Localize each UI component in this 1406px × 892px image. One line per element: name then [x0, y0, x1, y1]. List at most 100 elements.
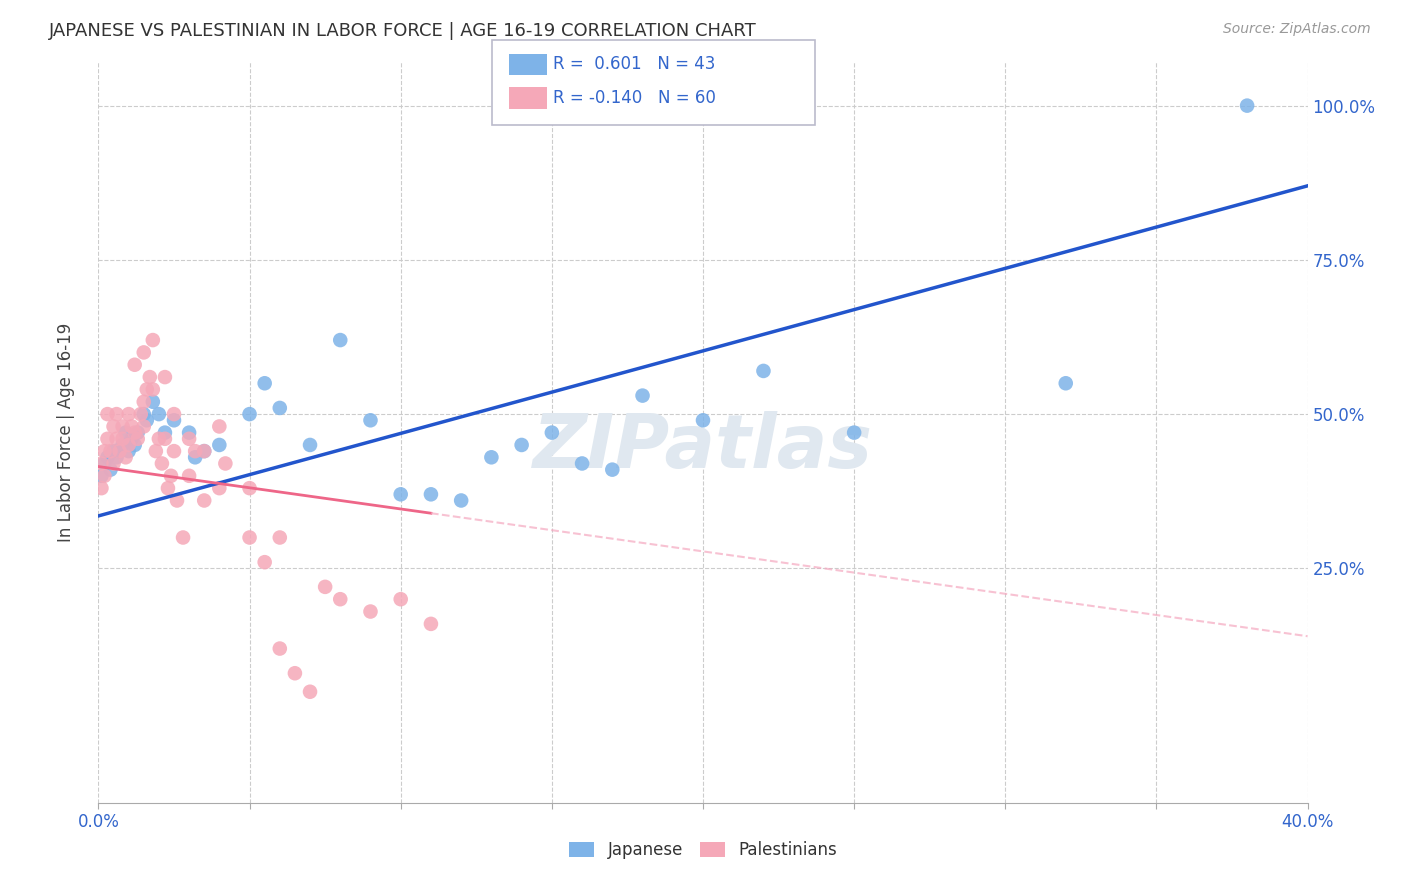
Point: [90, 481, 112, 495]
Point: [96, 450, 118, 465]
Point: [163, 407, 186, 421]
Point: [93, 457, 115, 471]
Point: [132, 394, 155, 409]
Point: [239, 481, 262, 495]
Point: [163, 413, 186, 427]
Point: [166, 493, 188, 508]
Point: [114, 425, 136, 440]
Point: [692, 413, 714, 427]
Point: [631, 389, 654, 403]
Point: [160, 468, 183, 483]
Point: [148, 407, 170, 421]
Point: [184, 444, 207, 458]
Point: [179, 468, 201, 483]
Point: [142, 394, 165, 409]
Point: [105, 407, 128, 421]
Legend: Japanese, Palestinians: Japanese, Palestinians: [562, 834, 844, 866]
Point: [103, 444, 125, 458]
Point: [844, 425, 866, 440]
Point: [90, 468, 112, 483]
Y-axis label: In Labor Force | Age 16-19: In Labor Force | Age 16-19: [56, 323, 75, 542]
Point: [153, 370, 176, 384]
Point: [179, 432, 201, 446]
Point: [132, 419, 155, 434]
Point: [360, 605, 382, 619]
Point: [127, 432, 149, 446]
Point: [121, 432, 143, 446]
Point: [253, 376, 276, 391]
Point: [269, 531, 291, 545]
Point: [193, 493, 215, 508]
Point: [481, 450, 503, 465]
Point: [108, 444, 131, 458]
Point: [299, 685, 322, 699]
Point: [127, 425, 149, 440]
Point: [314, 580, 336, 594]
Point: [269, 401, 291, 415]
Point: [571, 457, 593, 471]
Point: [156, 481, 179, 495]
Point: [153, 425, 176, 440]
Point: [142, 333, 165, 347]
Point: [111, 419, 134, 434]
Point: [299, 438, 322, 452]
Point: [450, 493, 472, 508]
Point: [193, 444, 215, 458]
Point: [118, 444, 141, 458]
Point: [420, 616, 443, 631]
Point: [163, 444, 186, 458]
Point: [100, 462, 122, 476]
Point: [132, 407, 155, 421]
Point: [142, 383, 165, 397]
Point: [145, 444, 167, 458]
Point: [93, 444, 115, 458]
Point: [148, 432, 170, 446]
Point: [118, 407, 141, 421]
Point: [114, 450, 136, 465]
Point: [420, 487, 443, 501]
Point: [179, 425, 201, 440]
Point: [103, 419, 125, 434]
Point: [360, 413, 382, 427]
Point: [135, 413, 157, 427]
Point: [602, 462, 624, 476]
Point: [124, 358, 146, 372]
Point: [208, 481, 231, 495]
Point: [96, 407, 118, 421]
Text: R = -0.140   N = 60: R = -0.140 N = 60: [553, 89, 716, 107]
Point: [253, 555, 276, 569]
Point: [269, 641, 291, 656]
Point: [129, 407, 152, 421]
Point: [124, 438, 146, 452]
Point: [118, 438, 141, 452]
Point: [184, 450, 207, 465]
Point: [239, 531, 262, 545]
Point: [108, 444, 131, 458]
Point: [135, 383, 157, 397]
Point: [172, 531, 194, 545]
Point: [540, 425, 562, 440]
Point: [239, 407, 262, 421]
Point: [389, 592, 412, 607]
Point: [132, 345, 155, 359]
Point: [93, 468, 115, 483]
Point: [208, 438, 231, 452]
Text: Source: ZipAtlas.com: Source: ZipAtlas.com: [1223, 22, 1371, 37]
Point: [752, 364, 775, 378]
Text: JAPANESE VS PALESTINIAN IN LABOR FORCE | AGE 16-19 CORRELATION CHART: JAPANESE VS PALESTINIAN IN LABOR FORCE |…: [49, 22, 756, 40]
Point: [105, 450, 128, 465]
Point: [103, 457, 125, 471]
Point: [96, 432, 118, 446]
Point: [90, 457, 112, 471]
Point: [284, 666, 307, 681]
Text: R =  0.601   N = 43: R = 0.601 N = 43: [553, 55, 714, 73]
Point: [389, 487, 412, 501]
Point: [153, 432, 176, 446]
Point: [105, 432, 128, 446]
Point: [1054, 376, 1077, 391]
Point: [193, 444, 215, 458]
Point: [121, 419, 143, 434]
Point: [150, 457, 173, 471]
Point: [139, 370, 162, 384]
Point: [1236, 98, 1258, 112]
